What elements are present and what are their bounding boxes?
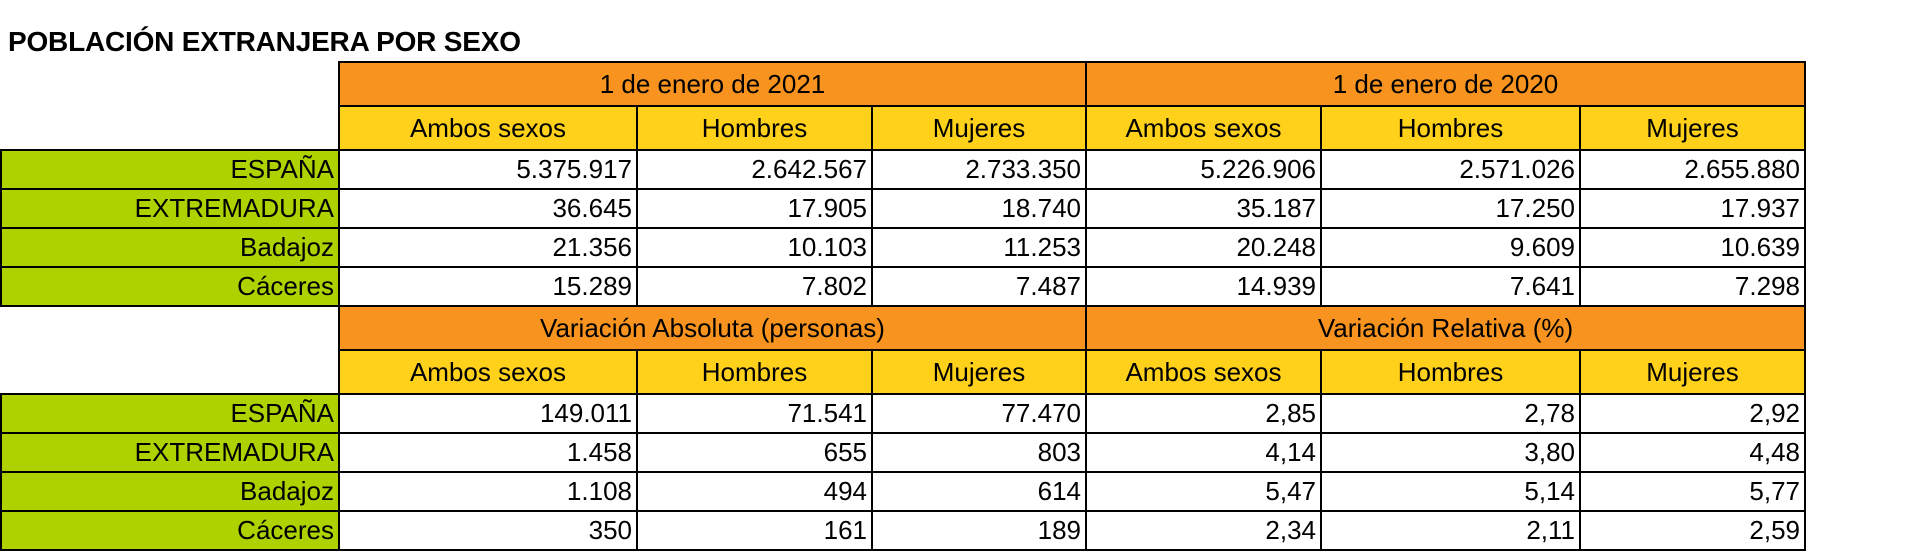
corner-blank: [1, 62, 339, 106]
table-cell: 11.253: [871, 227, 1087, 268]
table-cell: 2.642.567: [636, 149, 873, 190]
table-cell: 17.250: [1320, 188, 1581, 229]
table-cell: 36.645: [338, 188, 638, 229]
table-row: Badajoz 21.356 10.103 11.253 20.248 9.60…: [0, 227, 1806, 268]
page-title: POBLACIÓN EXTRANJERA POR SEXO: [8, 26, 521, 57]
table-cell: 350: [338, 510, 638, 551]
table-cell: 2,11: [1320, 510, 1581, 551]
table-cell: 4,48: [1579, 432, 1806, 473]
subheader-mujeres-2021: Mujeres: [871, 105, 1087, 151]
subheader-mujeres-absoluta: Mujeres: [871, 349, 1087, 395]
subheader-hombres-relativa: Hombres: [1320, 349, 1581, 395]
table-cell: 2,34: [1085, 510, 1322, 551]
table-cell: 5,77: [1579, 471, 1806, 512]
subheader-ambos-2020: Ambos sexos: [1085, 105, 1322, 151]
table-cell: 4,14: [1085, 432, 1322, 473]
table-cell: 2,85: [1085, 393, 1322, 434]
corner-blank: [1, 106, 339, 150]
subheader-mujeres-2020: Mujeres: [1579, 105, 1806, 151]
table-cell: 5.226.906: [1085, 149, 1322, 190]
region-label: EXTREMADURA: [0, 432, 340, 473]
table-cell: 1.108: [338, 471, 638, 512]
table-cell: 2.571.026: [1320, 149, 1581, 190]
table-cell: 7.641: [1320, 266, 1581, 307]
table-row: Badajoz 1.108 494 614 5,47 5,14 5,77: [0, 471, 1806, 512]
table-cell: 7.298: [1579, 266, 1806, 307]
table-cell: 7.802: [636, 266, 873, 307]
subheader-hombres-absoluta: Hombres: [636, 349, 873, 395]
table-cell: 7.487: [871, 266, 1087, 307]
subheader-ambos-relativa: Ambos sexos: [1085, 349, 1322, 395]
region-label: EXTREMADURA: [0, 188, 340, 229]
table-cell: 655: [636, 432, 873, 473]
table-cell: 189: [871, 510, 1087, 551]
table-row: ESPAÑA 5.375.917 2.642.567 2.733.350 5.2…: [0, 149, 1806, 190]
table-row: Cáceres 15.289 7.802 7.487 14.939 7.641 …: [0, 266, 1806, 307]
table-cell: 17.905: [636, 188, 873, 229]
table-cell: 5,47: [1085, 471, 1322, 512]
table-cell: 77.470: [871, 393, 1087, 434]
subheader-ambos-absoluta: Ambos sexos: [338, 349, 638, 395]
table-row: EXTREMADURA 36.645 17.905 18.740 35.187 …: [0, 188, 1806, 229]
region-label: ESPAÑA: [0, 393, 340, 434]
table-row: Cáceres 350 161 189 2,34 2,11 2,59: [0, 510, 1806, 551]
table-row: ESPAÑA 149.011 71.541 77.470 2,85 2,78 2…: [0, 393, 1806, 434]
table-cell: 9.609: [1320, 227, 1581, 268]
table-cell: 18.740: [871, 188, 1087, 229]
group-header-2021: 1 de enero de 2021: [338, 61, 1087, 107]
table-cell: 161: [636, 510, 873, 551]
table-cell: 5.375.917: [338, 149, 638, 190]
table-cell: 494: [636, 471, 873, 512]
table-cell: 14.939: [1085, 266, 1322, 307]
region-label: Badajoz: [0, 227, 340, 268]
group-header-variacion-absoluta: Variación Absoluta (personas): [338, 305, 1087, 351]
population-table: 1 de enero de 2021 1 de enero de 2020 Am…: [0, 61, 1806, 551]
corner-blank: [1, 350, 339, 394]
region-label: Cáceres: [0, 266, 340, 307]
table-cell: 21.356: [338, 227, 638, 268]
table-cell: 2.733.350: [871, 149, 1087, 190]
table-cell: 2,92: [1579, 393, 1806, 434]
corner-blank: [1, 306, 339, 350]
table-cell: 1.458: [338, 432, 638, 473]
table-cell: 3,80: [1320, 432, 1581, 473]
table-cell: 614: [871, 471, 1087, 512]
table-cell: 17.937: [1579, 188, 1806, 229]
table-cell: 803: [871, 432, 1087, 473]
table-cell: 35.187: [1085, 188, 1322, 229]
region-label: ESPAÑA: [0, 149, 340, 190]
group-header-variacion-relativa: Variación Relativa (%): [1085, 305, 1806, 351]
table-cell: 20.248: [1085, 227, 1322, 268]
table-cell: 15.289: [338, 266, 638, 307]
table-cell: 2,78: [1320, 393, 1581, 434]
group-header-2020: 1 de enero de 2020: [1085, 61, 1806, 107]
table-cell: 71.541: [636, 393, 873, 434]
region-label: Badajoz: [0, 471, 340, 512]
subheader-hombres-2020: Hombres: [1320, 105, 1581, 151]
subheader-mujeres-relativa: Mujeres: [1579, 349, 1806, 395]
region-label: Cáceres: [0, 510, 340, 551]
table-cell: 2.655.880: [1579, 149, 1806, 190]
table-cell: 5,14: [1320, 471, 1581, 512]
table-cell: 10.103: [636, 227, 873, 268]
table-cell: 10.639: [1579, 227, 1806, 268]
subheader-hombres-2021: Hombres: [636, 105, 873, 151]
table-cell: 2,59: [1579, 510, 1806, 551]
table-row: EXTREMADURA 1.458 655 803 4,14 3,80 4,48: [0, 432, 1806, 473]
table-cell: 149.011: [338, 393, 638, 434]
subheader-ambos-2021: Ambos sexos: [338, 105, 638, 151]
